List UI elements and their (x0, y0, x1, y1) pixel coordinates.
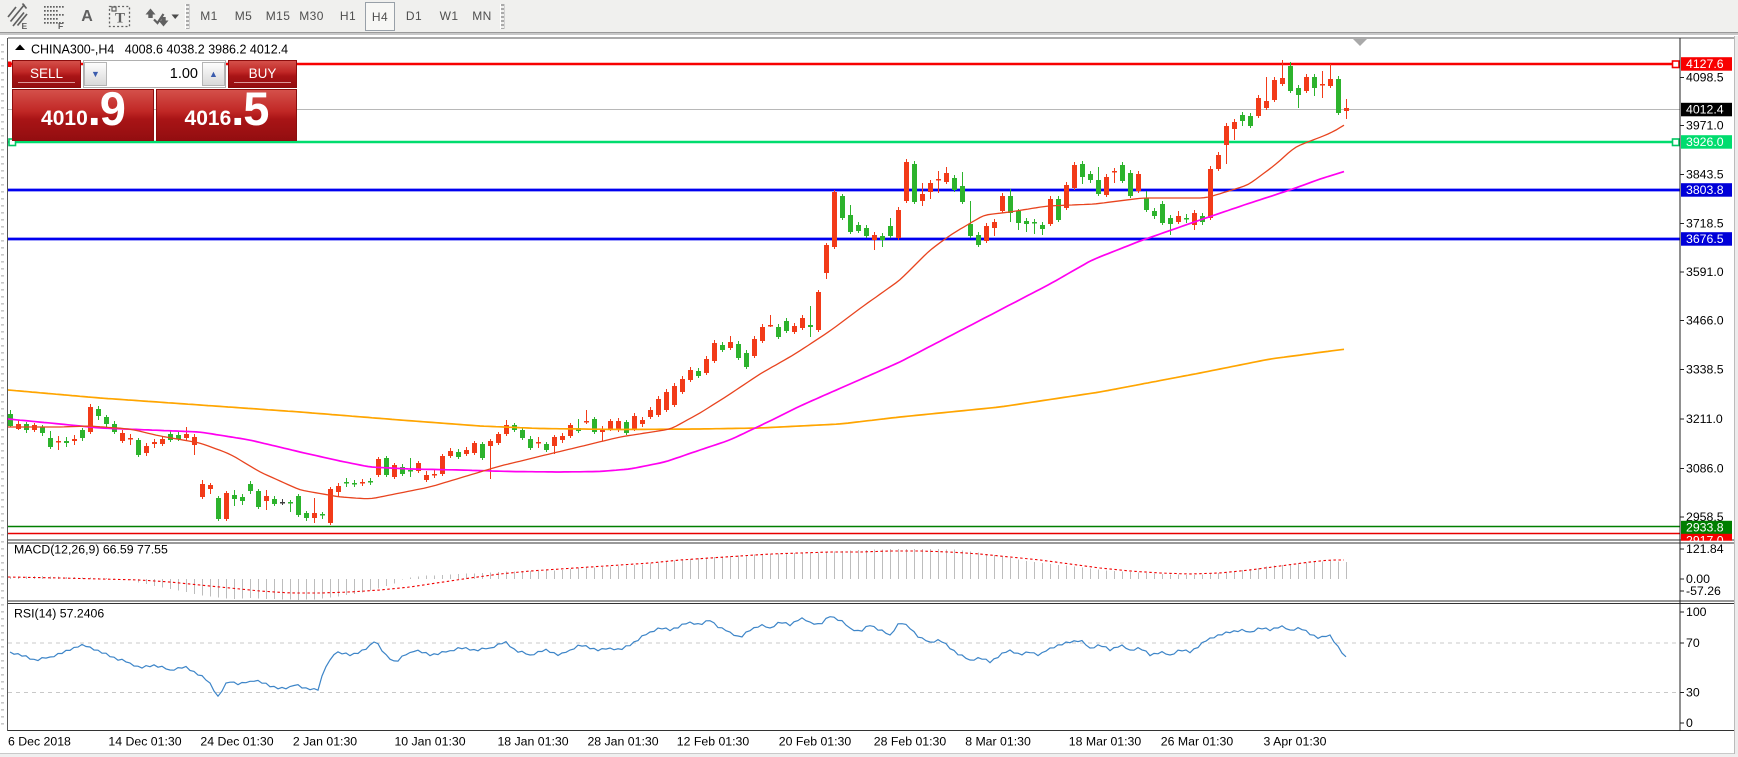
svg-text:F: F (58, 21, 63, 31)
svg-text:14 Dec 01:30: 14 Dec 01:30 (108, 735, 181, 749)
svg-text:2933.8: 2933.8 (1686, 521, 1724, 535)
svg-text:3843.5: 3843.5 (1686, 168, 1724, 182)
svg-text:24 Dec 01:30: 24 Dec 01:30 (200, 735, 273, 749)
svg-text:3971.0: 3971.0 (1686, 119, 1724, 133)
svg-text:2958.5: 2958.5 (1686, 510, 1724, 524)
svg-text:-57.26: -57.26 (1686, 584, 1721, 598)
svg-text:28 Jan 01:30: 28 Jan 01:30 (587, 735, 658, 749)
svg-text:100: 100 (1686, 605, 1707, 619)
svg-text:4012.4: 4012.4 (1686, 103, 1724, 117)
svg-text:30: 30 (1686, 686, 1700, 700)
svg-text:2 Jan 01:30: 2 Jan 01:30 (293, 735, 357, 749)
svg-text:3338.5: 3338.5 (1686, 363, 1724, 377)
svg-text:20 Feb 01:30: 20 Feb 01:30 (779, 735, 852, 749)
svg-text:3466.0: 3466.0 (1686, 314, 1724, 328)
svg-text:18 Mar 01:30: 18 Mar 01:30 (1069, 735, 1142, 749)
svg-text:3803.8: 3803.8 (1686, 183, 1724, 197)
svg-text:3718.5: 3718.5 (1686, 217, 1724, 231)
svg-text:2917.0: 2917.0 (1686, 534, 1724, 548)
svg-text:CHINA300-,H4 4008.6 4038.2 3: CHINA300-,H4 4008.6 4038.2 3986.2 4012.4 (31, 43, 288, 57)
svg-text:4127.6: 4127.6 (1686, 57, 1724, 71)
svg-text:26 Mar 01:30: 26 Mar 01:30 (1161, 735, 1234, 749)
svg-text:3591.0: 3591.0 (1686, 265, 1724, 279)
svg-text:E: E (22, 21, 28, 31)
svg-text:4098.5: 4098.5 (1686, 71, 1724, 85)
svg-text:3 Apr 01:30: 3 Apr 01:30 (1264, 735, 1327, 749)
svg-text:121.84: 121.84 (1686, 542, 1724, 556)
svg-text:3211.0: 3211.0 (1686, 412, 1723, 426)
svg-text:6 Dec 2018: 6 Dec 2018 (8, 735, 71, 749)
svg-text:28 Feb 01:30: 28 Feb 01:30 (874, 735, 947, 749)
svg-text:18 Jan 01:30: 18 Jan 01:30 (497, 735, 568, 749)
svg-text:10 Jan 01:30: 10 Jan 01:30 (394, 735, 465, 749)
svg-text:70: 70 (1686, 636, 1700, 650)
svg-text:MACD(12,26,9) 66.59 77.55: MACD(12,26,9) 66.59 77.55 (14, 543, 168, 557)
svg-text:RSI(14) 57.2406: RSI(14) 57.2406 (14, 607, 104, 621)
svg-text:T: T (115, 11, 125, 27)
svg-text:3926.0: 3926.0 (1686, 135, 1724, 149)
svg-text:12 Feb 01:30: 12 Feb 01:30 (677, 735, 750, 749)
svg-text:0.00: 0.00 (1686, 572, 1710, 586)
svg-text:3086.0: 3086.0 (1686, 462, 1724, 476)
svg-text:0: 0 (1686, 716, 1693, 730)
svg-text:3676.5: 3676.5 (1686, 232, 1724, 246)
svg-text:8 Mar 01:30: 8 Mar 01:30 (965, 735, 1031, 749)
